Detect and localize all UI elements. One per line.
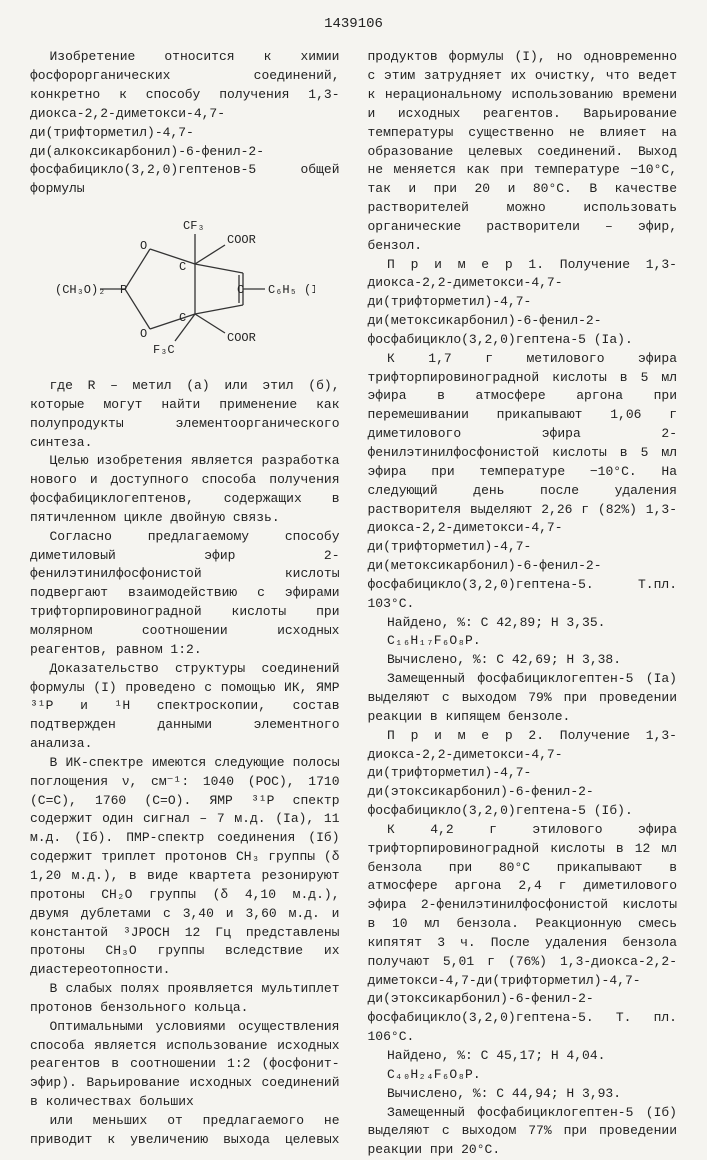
r-para-13: Замещенный фосфабициклогептен-5 (Iб) выд… (368, 1104, 678, 1160)
r-para-7: Замещенный фосфабициклогептен-5 (Iа) выд… (368, 670, 678, 727)
formula-bot-cf3: F₃C (153, 343, 175, 357)
doc-number: 1439106 (30, 14, 677, 34)
formula-c2: C (179, 311, 186, 325)
r-para-11: C₄₀H₂₄F₆O₈P. (368, 1066, 678, 1085)
structural-formula: (CH₃O)₂ P O O C C CF₃ COOR F₃C COOR C C₆… (55, 209, 315, 369)
formula-left: (CH₃O)₂ (55, 283, 105, 297)
two-column-body: Изобретение относится к химии фосфорорга… (30, 48, 677, 1160)
r-para-10: Найдено, %: С 45,17; Н 4,04. (368, 1047, 678, 1066)
r-para-4: Найдено, %: С 42,89; Н 3,35. (368, 614, 678, 633)
l-para-3: Целью изобретения является разработка но… (30, 452, 340, 527)
formula-c-eq: C (237, 283, 244, 297)
formula-phenyl: C₆H₅ (I) (268, 283, 315, 297)
r-para-5: C₁₆H₁₇F₆O₈P. (368, 632, 678, 651)
l-para-4: Согласно предлагаемому способу диметилов… (30, 528, 340, 660)
l-para-6: В ИК-спектре имеются следующие полосы по… (30, 754, 340, 980)
r-para-9: К 4,2 г этилового эфира трифторпировиног… (368, 821, 678, 1047)
l-para-2: где R – метил (а) или этил (б), которые … (30, 377, 340, 452)
l-para-8: Оптимальными условиями осуществления спо… (30, 1018, 340, 1112)
formula-top-cf3: CF₃ (183, 219, 205, 233)
r-para-6: Вычислено, %: С 42,69; Н 3,38. (368, 651, 678, 670)
r-para-3: К 1,7 г метилового эфира трифторпировино… (368, 350, 678, 614)
r-para-2: П р и м е р 1. Получение 1,3-диокса-2,2-… (368, 256, 678, 350)
formula-bot-coor: COOR (227, 331, 256, 345)
formula-c1: C (179, 260, 186, 274)
page: 1439106 Изобретение относится к химии фо… (0, 0, 707, 1160)
formula-o2: O (140, 327, 147, 341)
r-para-8: П р и м е р 2. Получение 1,3-диокса-2,2-… (368, 727, 678, 821)
formula-o1: O (140, 239, 147, 253)
formula-top-coor: COOR (227, 233, 256, 247)
l-para-7: В слабых полях проявляется мультиплет пр… (30, 980, 340, 1018)
l-para-1: Изобретение относится к химии фосфорорга… (30, 48, 340, 199)
l-para-5: Доказательство структуры соединений форм… (30, 660, 340, 754)
formula-p: P (120, 283, 127, 297)
r-para-12: Вычислено, %: С 44,94; Н 3,93. (368, 1085, 678, 1104)
